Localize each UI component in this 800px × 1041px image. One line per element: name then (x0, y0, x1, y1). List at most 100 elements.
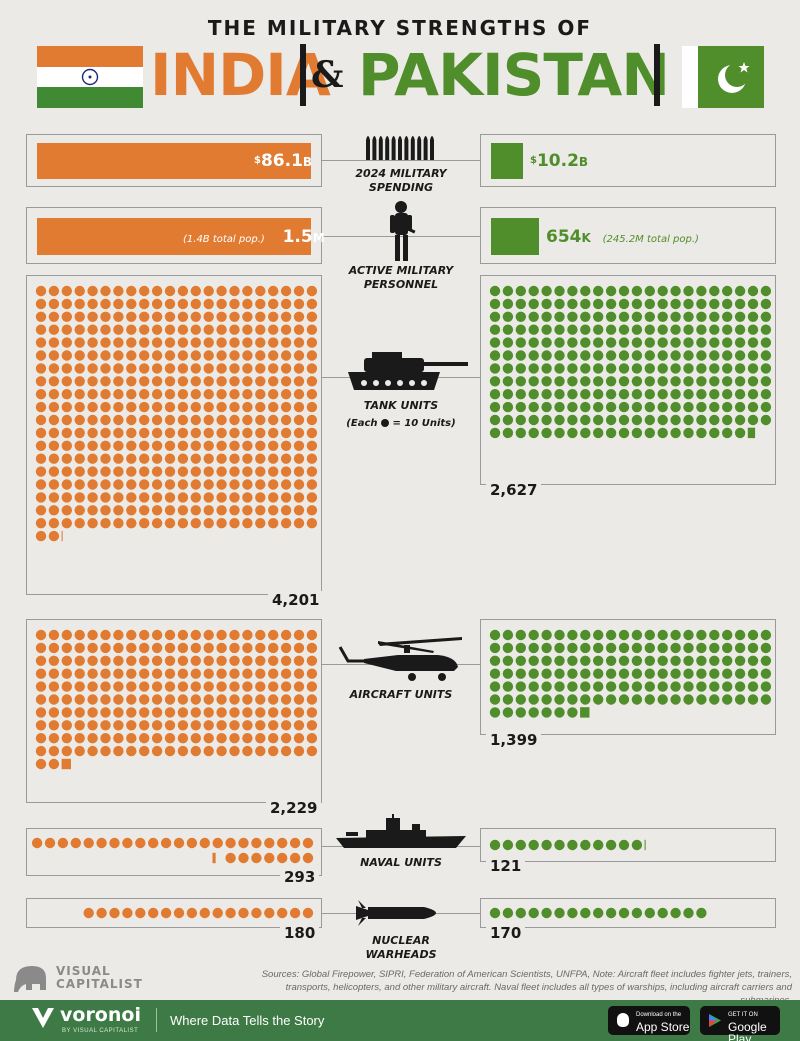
pakistan-tank-dot (618, 324, 630, 335)
india-tank-dot (164, 440, 176, 451)
india-aircraft-dot (242, 629, 253, 641)
india-tank-dot (113, 389, 124, 400)
pakistan-tank-dot (747, 376, 759, 387)
pakistan-aircraft-dot (502, 694, 514, 705)
india-tank-dot (151, 350, 163, 361)
pakistan-tank-dot (605, 350, 617, 361)
pakistan-naval-dot (515, 839, 526, 851)
india-tank-dot (216, 401, 227, 413)
india-tank-dot (139, 492, 150, 503)
pakistan-aircraft-dot (554, 681, 565, 692)
pakistan-aircraft-dot (593, 681, 604, 692)
india-tank-dot (139, 427, 150, 439)
india-tank-dot (100, 440, 111, 451)
india-aircraft-dot (203, 720, 214, 731)
india-tank-dot (35, 440, 47, 451)
india-aircraft-dot (35, 707, 47, 718)
india-aircraft-dot (216, 720, 227, 731)
pakistan-aircraft-dot (644, 629, 655, 641)
tagline: Where Data Tells the Story (170, 1013, 325, 1028)
india-tank-dot (306, 337, 318, 348)
india-tank-dot (216, 363, 227, 374)
pakistan-nuclear-dot (657, 907, 668, 919)
india-tank-dot (126, 389, 137, 400)
india-aircraft-dot (203, 745, 214, 757)
india-tank-dot (48, 324, 60, 335)
india-tank-dot (35, 492, 47, 503)
bullet-shape (391, 136, 396, 160)
india-tank-dot (306, 285, 318, 297)
india-tank-dot (255, 440, 266, 451)
pakistan-tank-dot (631, 298, 643, 310)
india-tank-dot (74, 414, 85, 426)
india-tank-dot (74, 453, 85, 464)
pakistan-tank-dot (502, 389, 514, 400)
india-tank-dot (255, 337, 266, 348)
india-tank-dot (100, 311, 111, 322)
pakistan-aircraft-dot (489, 642, 501, 654)
pakistan-nuclear-dot (554, 907, 565, 919)
india-tank-dot (177, 363, 189, 374)
pakistan-aircraft-dot (670, 642, 681, 654)
pakistan-tank-dot (593, 311, 604, 322)
india-naval-dot (212, 852, 216, 864)
pakistan-tank-dot (567, 376, 578, 387)
pakistan-naval-dot (593, 839, 604, 851)
pakistan-aircraft-dot (631, 694, 643, 705)
pakistan-tank-dot (722, 311, 733, 322)
india-naval-dot (289, 837, 301, 849)
india-nuclear-dot (199, 907, 210, 919)
india-tank-dot (255, 453, 266, 464)
pakistan-tank-dot (605, 324, 617, 335)
pakistan-tank-dot (683, 311, 694, 322)
pakistan-aircraft-dot (747, 681, 759, 692)
pakistan-tank-dot (722, 427, 733, 439)
pakistan-tank-dot (631, 363, 643, 374)
india-tank-dot (151, 337, 163, 348)
pakistan-tank-dot (502, 414, 514, 426)
india-naval-dot (225, 852, 236, 864)
play-icon (709, 1014, 721, 1027)
pakistan-tank-dot (657, 298, 668, 310)
india-tank-dot (203, 298, 214, 310)
india-tank-dot (293, 376, 305, 387)
india-tank-dot (113, 492, 124, 503)
pakistan-aircraft-dot (541, 707, 552, 718)
india-aircraft-dot (100, 694, 111, 705)
india-aircraft-dot (35, 694, 47, 705)
india-aircraft-dot (126, 707, 137, 718)
india-tank-dot (255, 324, 266, 335)
india-aircraft-dot (255, 694, 266, 705)
india-tank-dot (229, 285, 240, 297)
india-aircraft-dot (164, 629, 176, 641)
pakistan-tank-dot (696, 363, 707, 374)
pakistan-tank-dot (502, 376, 514, 387)
pakistan-personnel-panel (480, 207, 776, 264)
pakistan-tank-dot (528, 389, 539, 400)
india-aircraft-dot (74, 655, 85, 666)
app-store-button[interactable]: Download on the App Store (608, 1006, 690, 1035)
pakistan-nuclear-dot (567, 907, 578, 919)
pakistan-tank-dot (618, 427, 630, 439)
india-aircraft-dot (35, 720, 47, 731)
pakistan-tank-dot (541, 337, 552, 348)
india-tank-dot (139, 376, 150, 387)
india-aircraft-dot (113, 745, 124, 757)
google-play-button[interactable]: GET IT ON Google Play (700, 1006, 780, 1041)
pakistan-tank-dot (502, 427, 514, 439)
pakistan-nuclear-dot (502, 907, 514, 919)
india-naval-dot (57, 837, 69, 849)
india-tank-dot (216, 298, 227, 310)
pakistan-naval-count: 121 (486, 857, 526, 875)
india-tank-dot (216, 479, 227, 490)
india-tank-dot (151, 285, 163, 297)
india-aircraft-dot (280, 745, 292, 757)
pakistan-tank-dot (593, 350, 604, 361)
pakistan-tank-dot (593, 389, 604, 400)
india-aircraft-dot (48, 720, 60, 731)
pakistan-tank-dot (554, 311, 565, 322)
pakistan-tank-dot (528, 298, 539, 310)
pakistan-nuclear-dot (593, 907, 604, 919)
pakistan-nuclear-dot (580, 907, 591, 919)
india-tank-dot (74, 324, 85, 335)
